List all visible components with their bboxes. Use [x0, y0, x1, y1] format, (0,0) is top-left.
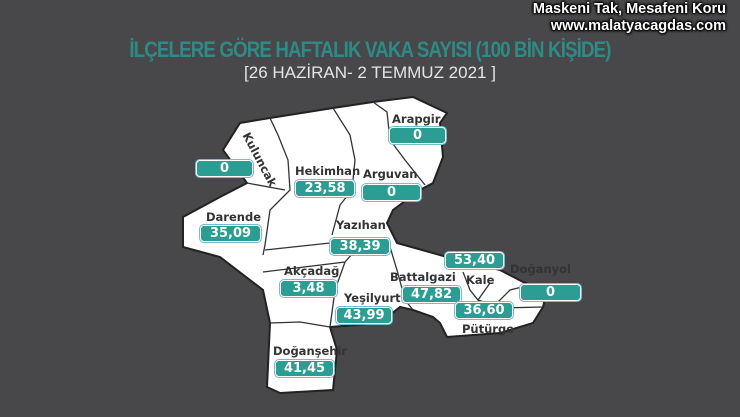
- watermark-slogan: Maskeni Tak, Mesafeni Koru: [532, 1, 726, 17]
- district-value-akcadag: 3,48: [280, 280, 337, 297]
- district-value-yesilyurt: 43,99: [336, 307, 392, 324]
- district-value-dogansehir: 41,45: [275, 360, 334, 377]
- district-label-yazihan: Yazıhan: [336, 218, 386, 232]
- district-label-kale: Kale: [466, 273, 495, 287]
- map-title: İLÇELERE GÖRE HAFTALIK VAKA SAYISI (100 …: [129, 37, 611, 62]
- district-label-darende: Darende: [206, 210, 261, 224]
- district-value-kale: 53,40: [445, 252, 504, 269]
- district-value-hekimhan: 23,58: [295, 180, 355, 197]
- district-value-battalgazi: 47,82: [402, 286, 461, 303]
- district-value-arguvan: 0: [362, 184, 421, 201]
- district-value-doganyol: 0: [520, 284, 581, 301]
- district-label-hekimhan: Hekimhan: [295, 164, 361, 178]
- district-value-arapgir: 0: [389, 127, 446, 144]
- watermark: Maskeni Tak, Mesafeni Koru www.malatyaca…: [533, 1, 726, 35]
- district-value-puturge: 36,60: [455, 302, 513, 319]
- district-value-yazihan: 38,39: [330, 238, 390, 255]
- district-label-yesilyurt: Yeşilyurt: [344, 291, 401, 305]
- district-label-arapgir: Arapgir: [392, 112, 441, 126]
- date-range: [26 HAZİRAN- 2 TEMMUZ 2021 ]: [244, 63, 496, 82]
- district-label-puturge: Pütürge: [462, 322, 515, 336]
- district-label-akcadag: Akçadağ: [284, 264, 340, 278]
- district-label-arguvan: Arguvan: [363, 167, 418, 181]
- district-label-battalgazi: Battalgazi: [390, 270, 456, 284]
- district-label-doganyol: Doğanyol: [510, 262, 571, 276]
- district-label-dogansehir: Doğanşehir: [273, 344, 348, 358]
- watermark-url: www.malatyacagdas.com: [550, 18, 726, 34]
- district-value-darende: 35,09: [200, 225, 261, 242]
- district-value-kuluncak: 0: [196, 160, 253, 177]
